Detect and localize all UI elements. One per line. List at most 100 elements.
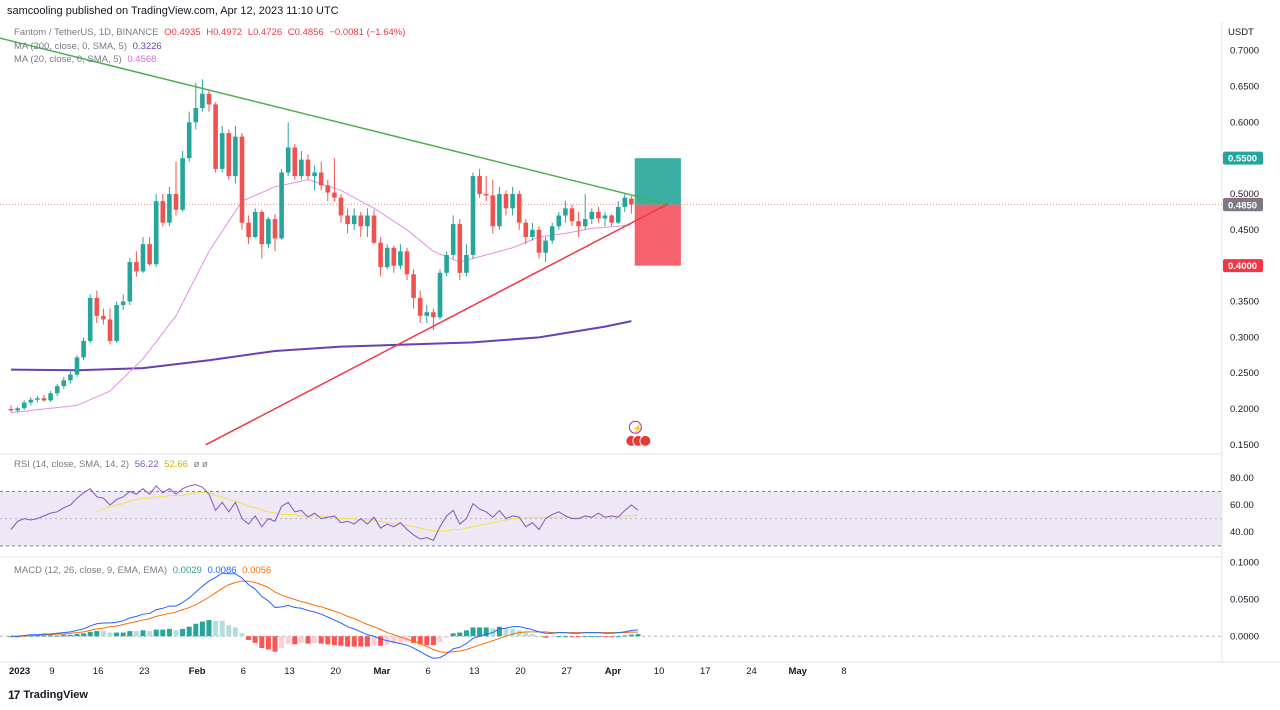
candle	[563, 201, 568, 223]
candle-body	[107, 319, 113, 341]
tradingview-footer[interactable]: 17 TradingView	[8, 688, 88, 702]
candle	[516, 190, 522, 230]
candle-body	[213, 104, 218, 169]
candle	[325, 179, 331, 202]
candle	[305, 154, 311, 180]
candle-body	[147, 244, 152, 265]
candle-body	[477, 176, 482, 194]
candle-body	[226, 133, 232, 177]
candle	[437, 269, 443, 320]
candle	[457, 219, 463, 280]
price-tick-label: 0.7000	[1230, 46, 1259, 57]
macd-histogram-bar	[160, 629, 166, 637]
time-tick-label: Apr	[605, 666, 622, 677]
candle	[226, 129, 232, 180]
symbol-label[interactable]: Fantom / TetherUS, 1D, BINANCE	[14, 27, 159, 38]
ma20-value: 0.4568	[127, 54, 157, 65]
macd-legend[interactable]: MACD (12, 26, close, 9, EMA, EMA) 0.0029…	[14, 565, 274, 576]
candle	[173, 161, 179, 216]
candle-body	[563, 208, 568, 216]
ma20-legend[interactable]: MA (20, close, 0, SMA, 5) 0.4568	[14, 54, 159, 65]
candle	[239, 133, 245, 230]
time-tick-label: 10	[654, 666, 665, 677]
macd-histogram-bar	[54, 635, 60, 637]
rsi-legend[interactable]: RSI (14, close, SMA, 14, 2) 56.22 52.66 …	[14, 459, 211, 470]
candle-body	[272, 219, 278, 239]
time-tick-label: 2023	[9, 666, 30, 677]
candle-body	[180, 158, 185, 210]
ohlc-close: C0.4856	[287, 27, 324, 38]
macd-histogram-bar	[576, 636, 582, 638]
candle-body	[259, 211, 265, 245]
candle	[312, 165, 317, 191]
rsi-label: RSI (14, close, SMA, 14, 2)	[14, 459, 130, 470]
candle-body	[200, 93, 205, 108]
candle	[523, 219, 529, 245]
candle-body	[602, 215, 608, 219]
macd-histogram-bar	[94, 631, 100, 637]
candle	[272, 214, 278, 252]
macd-histogram-bar	[147, 631, 153, 637]
candle	[622, 194, 628, 212]
ohlc-open: O0.4935	[164, 27, 201, 38]
candle-body	[21, 402, 27, 409]
candle	[543, 237, 548, 263]
macd-histogram-bar	[61, 634, 67, 637]
candle-body	[384, 247, 390, 268]
chart-area[interactable]: USDT 0.7000 0.6500 0.6000 0.5500 0.5000 0.4500…	[0, 22, 1280, 688]
candle	[391, 245, 397, 273]
candle	[160, 194, 166, 227]
candle-body	[365, 215, 370, 227]
macd-histogram-bar	[417, 636, 423, 645]
candle	[180, 151, 185, 212]
tradingview-brand: TradingView	[23, 689, 88, 701]
candle	[530, 222, 535, 241]
price-tag-label: 0.4000	[1228, 261, 1257, 272]
ma200-legend[interactable]: MA (200, close, 0, SMA, 5) 0.3226	[14, 41, 165, 52]
candle-body	[28, 399, 34, 403]
macd-histogram-bar	[325, 636, 331, 645]
macd-histogram-bar	[615, 636, 621, 638]
macd-signal-value: 0.0056	[242, 565, 272, 576]
candle-body	[351, 215, 357, 225]
candle	[140, 237, 146, 273]
time-tick-label: 8	[841, 666, 846, 677]
rsi-na-values: ø ø	[193, 459, 208, 470]
candle-body	[252, 211, 258, 237]
candle	[186, 111, 192, 162]
macd-histogram-bar	[67, 634, 73, 637]
candle	[536, 226, 542, 259]
candle-body	[345, 215, 350, 225]
tradingview-logo-icon: 17	[8, 688, 20, 702]
candle	[629, 196, 634, 214]
candle-body	[536, 229, 542, 253]
price-tick-label: 0.6000	[1230, 117, 1259, 128]
candle-body	[8, 409, 14, 411]
macd-signal-line	[11, 580, 639, 653]
time-tick-label: 13	[469, 666, 480, 677]
candle	[167, 186, 172, 227]
candle	[147, 237, 152, 266]
candle-body	[424, 312, 430, 316]
macd-histogram-bar	[298, 636, 304, 643]
candle-body	[15, 408, 20, 411]
rsi-line	[10, 484, 639, 542]
time-tick-label: 20	[515, 666, 526, 677]
candle-body	[193, 108, 199, 123]
candle-body	[378, 242, 383, 268]
candle	[21, 400, 27, 410]
macd-histogram-bar	[430, 636, 436, 646]
macd-tick-label: 0.0500	[1230, 594, 1259, 605]
candle	[134, 251, 139, 277]
macd-histogram-bar	[483, 627, 489, 637]
macd-histogram-bar	[457, 632, 463, 637]
macd-histogram-bar	[569, 636, 575, 638]
candle-body	[371, 215, 377, 243]
time-tick-label: 24	[746, 666, 757, 677]
price-axis-unit: USDT	[1228, 27, 1254, 38]
candle-body	[589, 211, 595, 220]
candle-body	[629, 198, 634, 205]
candle-body	[285, 147, 291, 173]
macd-histogram-bar	[496, 626, 502, 637]
candle	[206, 90, 212, 112]
